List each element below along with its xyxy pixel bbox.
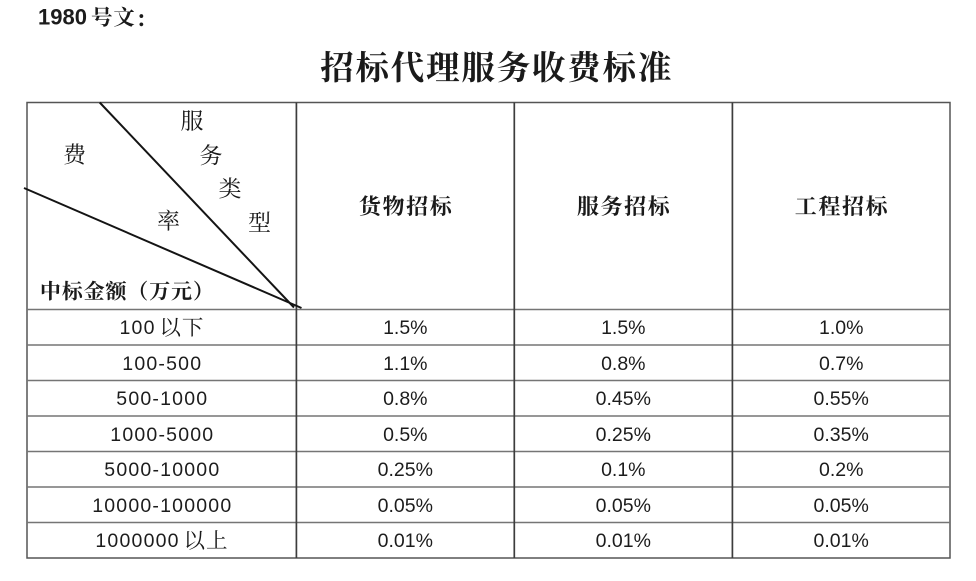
svg-text:0.1%: 0.1%	[601, 459, 645, 481]
svg-text:1.1%: 1.1%	[383, 353, 427, 375]
svg-text:0.2%: 0.2%	[819, 459, 863, 481]
svg-text:0.05%: 0.05%	[814, 495, 869, 517]
svg-text:0.25%: 0.25%	[596, 424, 651, 446]
svg-text:0.25%: 0.25%	[378, 459, 433, 481]
svg-text:0.01%: 0.01%	[814, 530, 869, 552]
svg-text:0.8%: 0.8%	[383, 388, 427, 410]
svg-text:1980: 1980	[38, 4, 87, 29]
svg-text:0.35%: 0.35%	[814, 424, 869, 446]
svg-text:0.5%: 0.5%	[383, 424, 427, 446]
svg-text:0.01%: 0.01%	[596, 530, 651, 552]
svg-text:5000-10000: 5000-10000	[104, 459, 220, 481]
svg-text:0.45%: 0.45%	[596, 388, 651, 410]
svg-text:0.01%: 0.01%	[378, 530, 433, 552]
svg-text:1.0%: 1.0%	[819, 317, 863, 339]
svg-text:0.8%: 0.8%	[601, 353, 645, 375]
svg-text:0.55%: 0.55%	[814, 388, 869, 410]
svg-text:10000-100000: 10000-100000	[92, 495, 232, 517]
svg-text:1000-5000: 1000-5000	[110, 424, 214, 446]
svg-text:0.7%: 0.7%	[819, 353, 863, 375]
svg-text:1000000: 1000000	[95, 530, 179, 552]
svg-text:100-500: 100-500	[122, 353, 202, 375]
svg-text:1.5%: 1.5%	[601, 317, 645, 339]
svg-text:0.05%: 0.05%	[596, 495, 651, 517]
svg-text:0.05%: 0.05%	[378, 495, 433, 517]
svg-text:500-1000: 500-1000	[116, 388, 208, 410]
svg-text:100: 100	[120, 317, 156, 339]
svg-text:1.5%: 1.5%	[383, 317, 427, 339]
